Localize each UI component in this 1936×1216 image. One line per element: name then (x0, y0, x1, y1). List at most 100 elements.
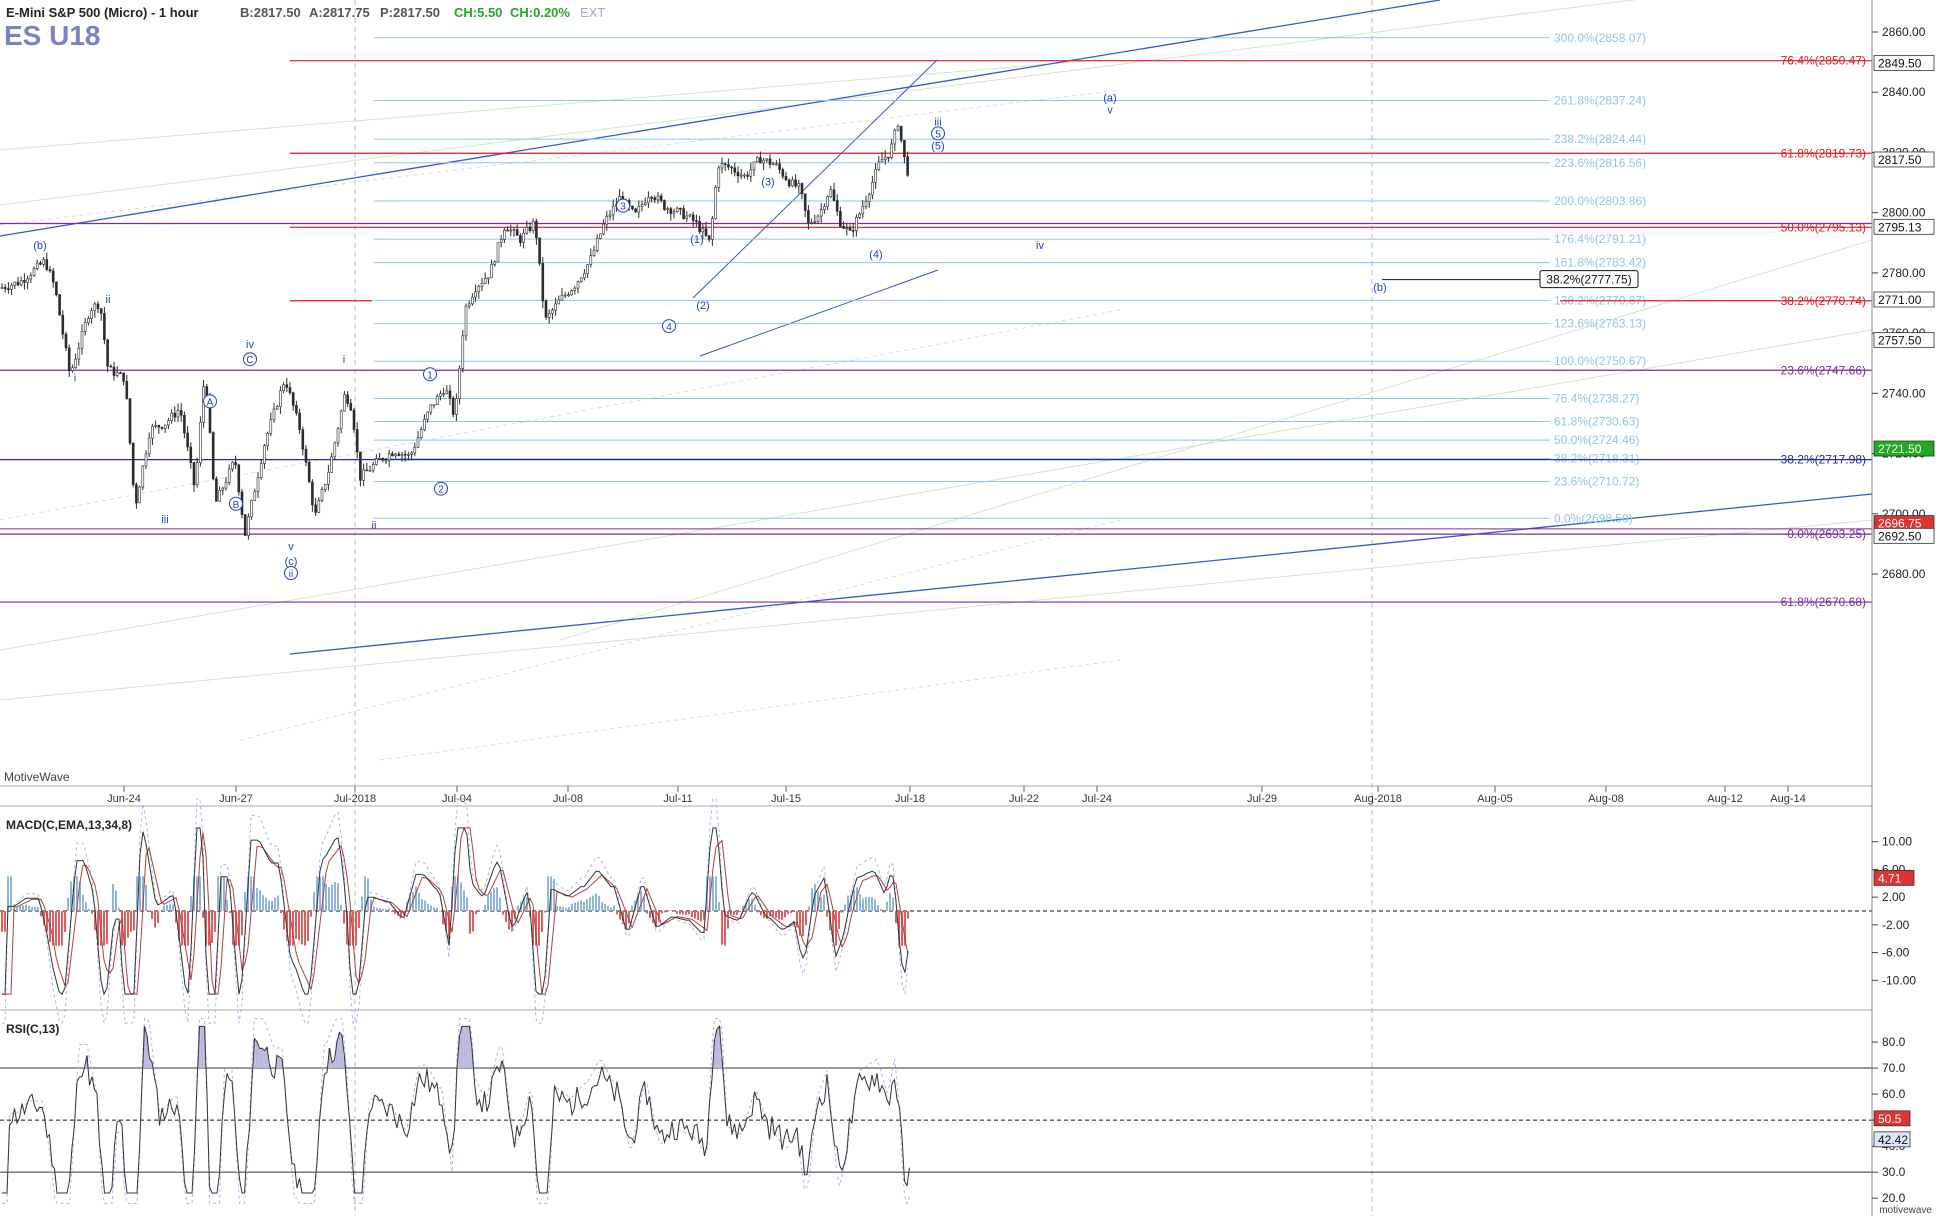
macd-histogram-bar (856, 887, 858, 911)
price-candles (0, 124, 909, 540)
candle-body (525, 227, 529, 234)
candle-body (727, 164, 730, 168)
price-marker-label: 2721.50 (1878, 442, 1922, 456)
candle-body (138, 486, 141, 504)
macd-histogram-bar (139, 876, 141, 911)
main-panel[interactable]: 300.0%(2858.07) 261.8%(2837.24) 238.2%(282… (0, 0, 1873, 1216)
macd-histogram-bar (907, 911, 909, 919)
candle-body (701, 228, 705, 233)
ext-flag[interactable]: EXT (580, 5, 605, 20)
macd-histogram-bar (421, 899, 423, 911)
candle-body (688, 214, 692, 217)
macd-panel[interactable] (0, 798, 1872, 1025)
macd-histogram-bar (202, 911, 204, 918)
macd-histogram-bar (259, 890, 261, 911)
macd-histogram-bar (673, 911, 675, 912)
price-marker-label: 2696.75 (1878, 517, 1922, 531)
wave-label: iv (1036, 240, 1044, 252)
candle-body (304, 448, 308, 463)
fib-ext-label: 123.6%(2763.13) (1554, 317, 1646, 331)
macd-histogram-bar (886, 901, 888, 911)
macd-histogram-bar (697, 911, 699, 921)
macd-histogram-bar (274, 897, 276, 911)
candle-body (855, 217, 858, 231)
candle-body (723, 163, 727, 165)
candle-body (58, 294, 61, 316)
candle-body (547, 313, 551, 318)
macd-band (2, 798, 909, 1025)
candle-body (643, 202, 647, 205)
macd-histogram-bar (865, 897, 867, 911)
candle-body (695, 220, 698, 222)
candle-body (807, 210, 810, 223)
macd-histogram-bar (307, 911, 309, 942)
candle-body (826, 196, 829, 207)
macd-histogram-bar (553, 879, 555, 911)
candle-body (570, 290, 573, 296)
candle-body (439, 393, 442, 397)
candle-body (199, 422, 202, 463)
candle-body (112, 366, 116, 376)
macd-histogram-bar (754, 904, 756, 911)
candle-body (493, 261, 497, 265)
candle-body (563, 294, 567, 297)
macd-histogram-bar (184, 911, 186, 946)
macd-histogram-bar (679, 911, 681, 915)
macd-histogram-bar (157, 911, 159, 924)
wave-label: ii (106, 294, 111, 306)
macd-histogram-bar (901, 911, 903, 946)
candle-body (163, 424, 167, 429)
wave-circle (243, 352, 257, 367)
macd-histogram-bar (646, 911, 648, 914)
macd-histogram-bar (334, 882, 336, 911)
candle-body (906, 156, 909, 176)
candle-body (791, 179, 794, 187)
candle-body (797, 183, 801, 187)
candle-body (115, 372, 119, 376)
macd-histogram-bar (541, 911, 543, 932)
macd-value-box (1873, 869, 1915, 886)
wave-label: iv (246, 339, 254, 351)
macd-histogram-bar (16, 907, 18, 911)
macd-histogram-bar (568, 906, 570, 911)
candle-body (698, 220, 701, 233)
candle-body (810, 222, 813, 224)
macd-histogram-bar (751, 898, 753, 911)
candle-body (557, 299, 561, 305)
macd-histogram-bar (511, 911, 513, 932)
macd-histogram-bar (799, 911, 801, 936)
candle-body (87, 318, 90, 323)
y-tick-label: 2840.00 (1882, 85, 1926, 99)
macd-histogram-bar (187, 911, 189, 946)
macd-histogram-bar (883, 911, 885, 913)
macd-histogram-bar (580, 900, 582, 911)
macd-histogram-bar (496, 887, 498, 911)
wave-label: ii (289, 569, 293, 580)
macd-histogram-bar (463, 890, 465, 911)
candle-body (442, 393, 445, 395)
candle-body (16, 281, 20, 286)
macd-histogram-bar (316, 876, 318, 911)
candle-body (650, 197, 653, 199)
candle-body (531, 220, 535, 231)
candle-body (359, 451, 362, 481)
macd-histogram-bar (91, 911, 93, 914)
macd-histogram-bar (457, 876, 459, 911)
candle-body (608, 214, 612, 217)
candle-body (151, 426, 154, 439)
fib-ext-label: 76.4%(2738.27) (1554, 392, 1639, 406)
macd-histogram-bar (802, 911, 804, 937)
macd-histogram-bar (343, 911, 345, 924)
candle-body (784, 175, 788, 181)
macd-histogram-bar (130, 911, 132, 932)
x-tick-label: Jul-2018 (334, 793, 376, 805)
rsi-panel[interactable] (0, 1018, 1872, 1206)
wave-label: i (343, 354, 345, 366)
macd-histogram-bar (628, 911, 630, 924)
macd-histogram-bar (448, 911, 450, 941)
candle-body (403, 453, 407, 456)
macd-histogram-bar (604, 903, 606, 911)
wave-label: (b) (33, 240, 46, 252)
candle-body (387, 453, 391, 461)
candle-body (464, 305, 468, 337)
